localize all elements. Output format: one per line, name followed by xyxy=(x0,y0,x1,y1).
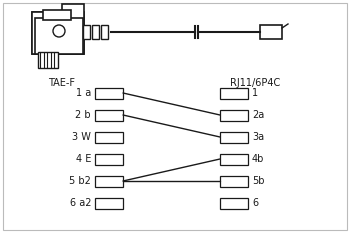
Bar xyxy=(95,175,123,186)
Text: 3 W: 3 W xyxy=(72,132,91,142)
Bar xyxy=(95,154,123,164)
Text: 6: 6 xyxy=(252,198,258,208)
Text: TAE-F: TAE-F xyxy=(49,78,76,88)
Text: 2a: 2a xyxy=(252,110,264,120)
Bar xyxy=(38,52,58,68)
Bar xyxy=(95,131,123,143)
Text: 2 b: 2 b xyxy=(75,110,91,120)
Bar xyxy=(32,12,84,54)
Bar xyxy=(83,25,90,39)
Text: 4b: 4b xyxy=(252,154,264,164)
Bar xyxy=(220,110,248,120)
Bar xyxy=(95,198,123,209)
Text: 4 E: 4 E xyxy=(76,154,91,164)
Bar xyxy=(220,154,248,164)
Bar xyxy=(101,25,108,39)
Bar xyxy=(220,131,248,143)
Text: RJ11/6P4C: RJ11/6P4C xyxy=(230,78,280,88)
Bar xyxy=(220,175,248,186)
Bar xyxy=(35,18,83,54)
Polygon shape xyxy=(32,4,84,54)
Text: 5b: 5b xyxy=(252,176,265,186)
Text: 6 a2: 6 a2 xyxy=(70,198,91,208)
Text: 3a: 3a xyxy=(252,132,264,142)
Bar xyxy=(95,88,123,99)
Bar xyxy=(92,25,99,39)
Text: 1 a: 1 a xyxy=(76,88,91,98)
Bar xyxy=(43,10,71,20)
Bar xyxy=(220,88,248,99)
Bar xyxy=(260,25,282,39)
Text: 1: 1 xyxy=(252,88,258,98)
Text: 5 b2: 5 b2 xyxy=(69,176,91,186)
Bar xyxy=(220,198,248,209)
Circle shape xyxy=(53,25,65,37)
Bar xyxy=(95,110,123,120)
